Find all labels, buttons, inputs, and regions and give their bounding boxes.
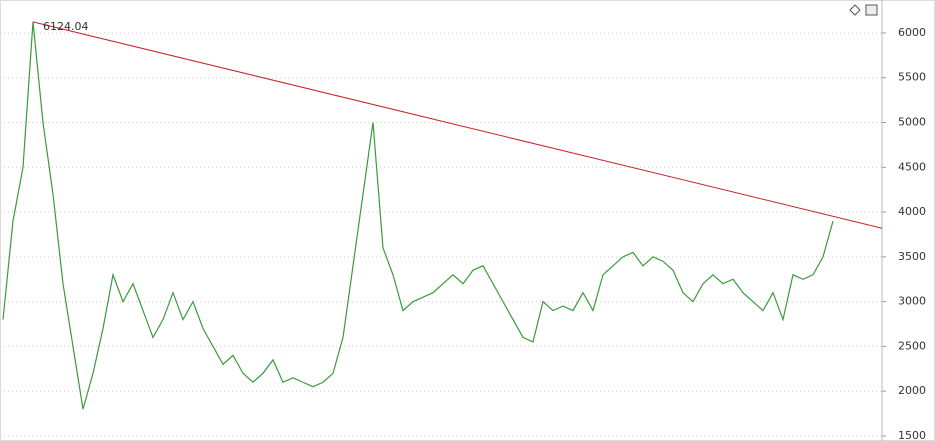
y-tick-label: 3500 — [898, 250, 926, 263]
price-line — [2, 21, 834, 410]
y-tick-label: 4000 — [898, 205, 926, 218]
y-tick-label: 6000 — [898, 26, 926, 39]
y-tick-label: 4500 — [898, 160, 926, 173]
y-tick-label: 2000 — [898, 384, 926, 397]
diamond-icon[interactable] — [849, 4, 861, 16]
y-tick-label: 1500 — [898, 429, 926, 441]
peak-label: 6124.04 — [43, 20, 89, 33]
y-tick-label: 5000 — [898, 116, 926, 129]
y-tick-label: 5500 — [898, 71, 926, 84]
trendline — [32, 21, 883, 229]
panel-icon[interactable] — [865, 4, 878, 16]
y-tick-label: 2500 — [898, 339, 926, 352]
y-tick-label: 3000 — [898, 295, 926, 308]
